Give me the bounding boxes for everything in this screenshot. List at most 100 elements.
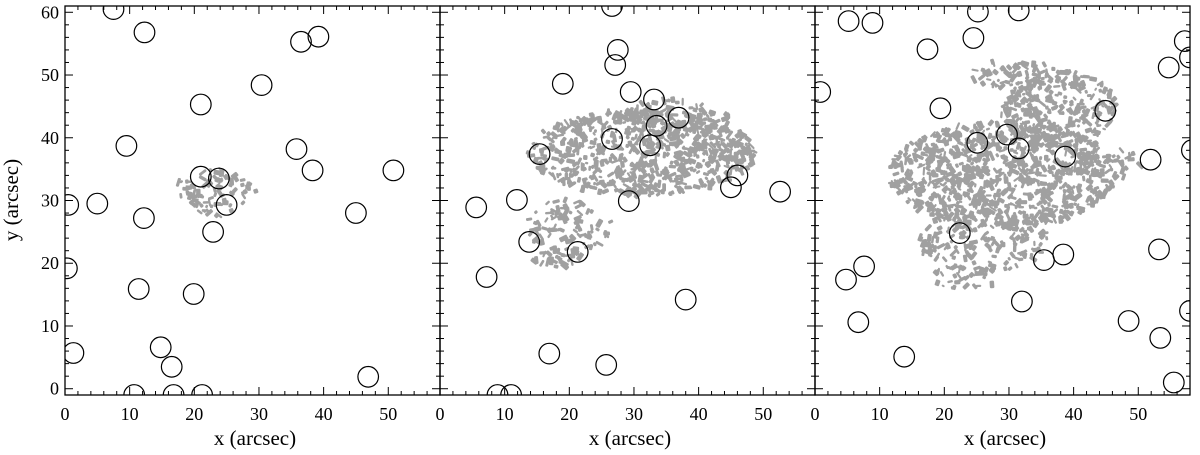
granule — [595, 167, 601, 172]
granule — [1081, 118, 1089, 125]
circle-marker — [861, 11, 884, 34]
circle-marker — [726, 164, 749, 187]
granule — [627, 108, 632, 114]
granule — [1009, 83, 1014, 87]
granule — [1086, 203, 1093, 206]
granule — [617, 154, 624, 163]
panel-frame — [64, 5, 441, 396]
granule — [557, 172, 562, 177]
granule — [1076, 133, 1085, 142]
granule — [620, 160, 625, 168]
granule — [1000, 188, 1009, 197]
granule — [668, 141, 678, 147]
granule — [1033, 240, 1036, 247]
circle-marker — [1007, 6, 1030, 22]
granule — [647, 193, 651, 197]
granule — [584, 244, 591, 250]
panel-3-x-axis-label: x (arcsec) — [964, 426, 1046, 450]
circle-marker — [566, 240, 589, 263]
granule — [900, 166, 905, 173]
granule — [673, 150, 683, 157]
circle-marker — [149, 336, 172, 359]
granule — [690, 114, 697, 123]
granule — [718, 155, 724, 162]
granule — [1040, 196, 1045, 201]
granule — [900, 177, 908, 185]
granule — [683, 158, 692, 165]
granule — [1047, 108, 1052, 115]
granule — [1105, 183, 1112, 191]
granule — [952, 216, 956, 222]
granule — [922, 166, 926, 176]
granule — [185, 190, 190, 196]
granule — [1013, 150, 1019, 155]
granule — [1110, 95, 1118, 103]
granule — [590, 113, 596, 120]
granule — [659, 110, 663, 115]
granule — [953, 245, 958, 249]
circle-marker — [551, 72, 574, 95]
granule — [1006, 124, 1014, 131]
granule — [1060, 134, 1067, 139]
granule — [918, 163, 923, 168]
granule — [605, 139, 611, 145]
granule — [968, 187, 974, 193]
granule — [622, 114, 630, 122]
granule — [670, 96, 676, 104]
granule — [1003, 173, 1007, 179]
granule — [1065, 123, 1072, 129]
granule — [1000, 111, 1003, 119]
granule — [922, 137, 927, 143]
granule — [547, 232, 552, 239]
granule — [1057, 91, 1063, 96]
granule — [701, 117, 706, 122]
granule — [686, 133, 690, 137]
granule — [545, 211, 553, 215]
granule — [1022, 192, 1030, 196]
granule — [929, 203, 936, 211]
granule — [588, 165, 592, 171]
granule — [739, 161, 743, 165]
granule — [695, 170, 701, 174]
circle-marker — [606, 39, 629, 61]
granule — [1016, 81, 1021, 86]
granule — [941, 159, 948, 163]
granule — [1075, 107, 1082, 116]
granule — [694, 120, 699, 126]
granule — [948, 190, 953, 196]
granule — [960, 229, 967, 237]
granule — [1014, 117, 1020, 123]
granule — [1105, 153, 1112, 163]
granule — [937, 162, 941, 169]
granule — [975, 284, 982, 288]
granule — [1032, 177, 1040, 184]
granule — [1066, 139, 1074, 145]
granule — [1075, 105, 1080, 110]
granule — [960, 210, 967, 217]
circle-marker — [639, 134, 661, 157]
granule — [1113, 174, 1120, 181]
granule — [999, 240, 1005, 247]
granule — [945, 244, 951, 250]
granule — [1021, 229, 1030, 237]
granule — [705, 114, 710, 118]
granule — [996, 196, 1005, 204]
granule — [1027, 82, 1033, 88]
granule — [246, 186, 251, 191]
x-tick-label: 20 — [560, 404, 578, 424]
granule — [976, 132, 983, 139]
granule — [604, 234, 610, 239]
granule — [704, 161, 712, 168]
granule — [1042, 207, 1046, 212]
granule — [1079, 114, 1086, 120]
granule — [228, 181, 234, 188]
granule — [935, 134, 942, 143]
granule — [1084, 127, 1093, 134]
granule — [898, 178, 903, 184]
granule — [698, 179, 705, 188]
circle-marker — [1162, 371, 1185, 394]
granule — [1028, 204, 1032, 210]
granule — [1117, 159, 1125, 168]
granule — [922, 238, 928, 248]
granule — [947, 266, 953, 270]
